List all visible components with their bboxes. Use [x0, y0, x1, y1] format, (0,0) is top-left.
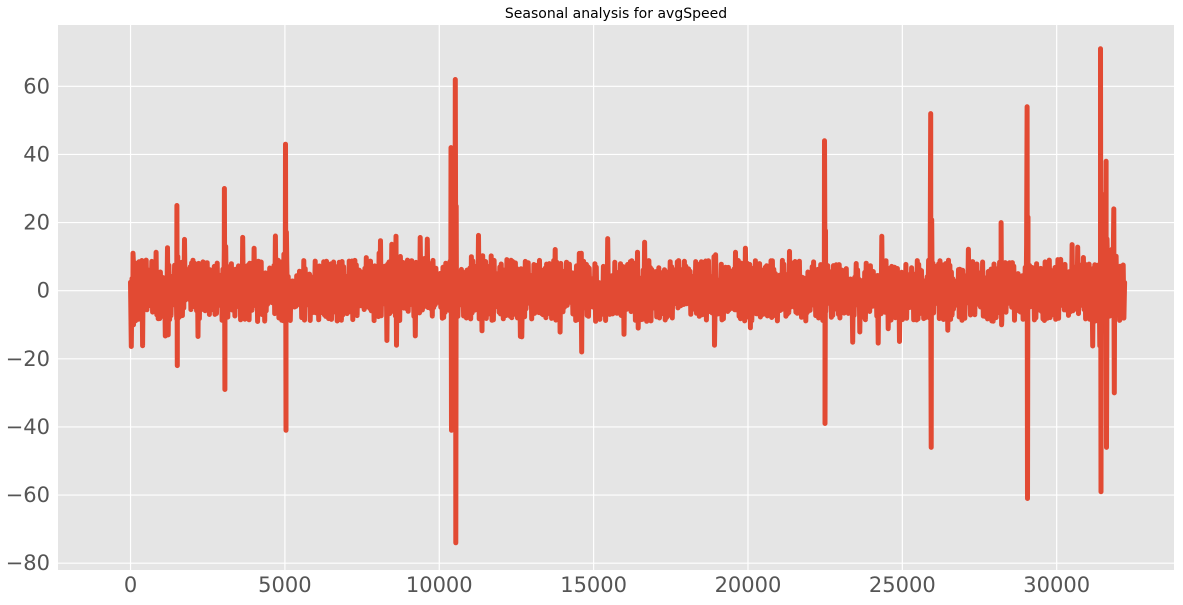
x-tick-label: 30000	[1023, 573, 1090, 597]
grid-layer	[58, 25, 1174, 570]
x-tick-label: 5000	[258, 573, 311, 597]
x-tick-label: 25000	[869, 573, 936, 597]
y-tick-label: 0	[37, 279, 50, 303]
y-tick-label: −60	[6, 483, 50, 507]
series-line-0	[128, 46, 1128, 546]
chart-title: Seasonal analysis for avgSpeed	[505, 6, 727, 22]
y-tick-label: −40	[6, 415, 50, 439]
x-tick-label: 0	[124, 573, 137, 597]
x-tick-label: 20000	[715, 573, 782, 597]
y-tick-label: 20	[23, 211, 50, 235]
x-tick-label: 10000	[406, 573, 473, 597]
y-tick-label: 60	[23, 74, 50, 98]
y-tick-label: −20	[6, 347, 50, 371]
y-tick-label: 40	[23, 142, 50, 166]
series-layer	[128, 46, 1128, 546]
x-tick-label: 15000	[560, 573, 627, 597]
y-tick-label: −80	[6, 551, 50, 575]
tick-layer: 0 5000 10000 15000 20000 25000 30000 −80 −60 −40 −…	[6, 74, 1090, 597]
